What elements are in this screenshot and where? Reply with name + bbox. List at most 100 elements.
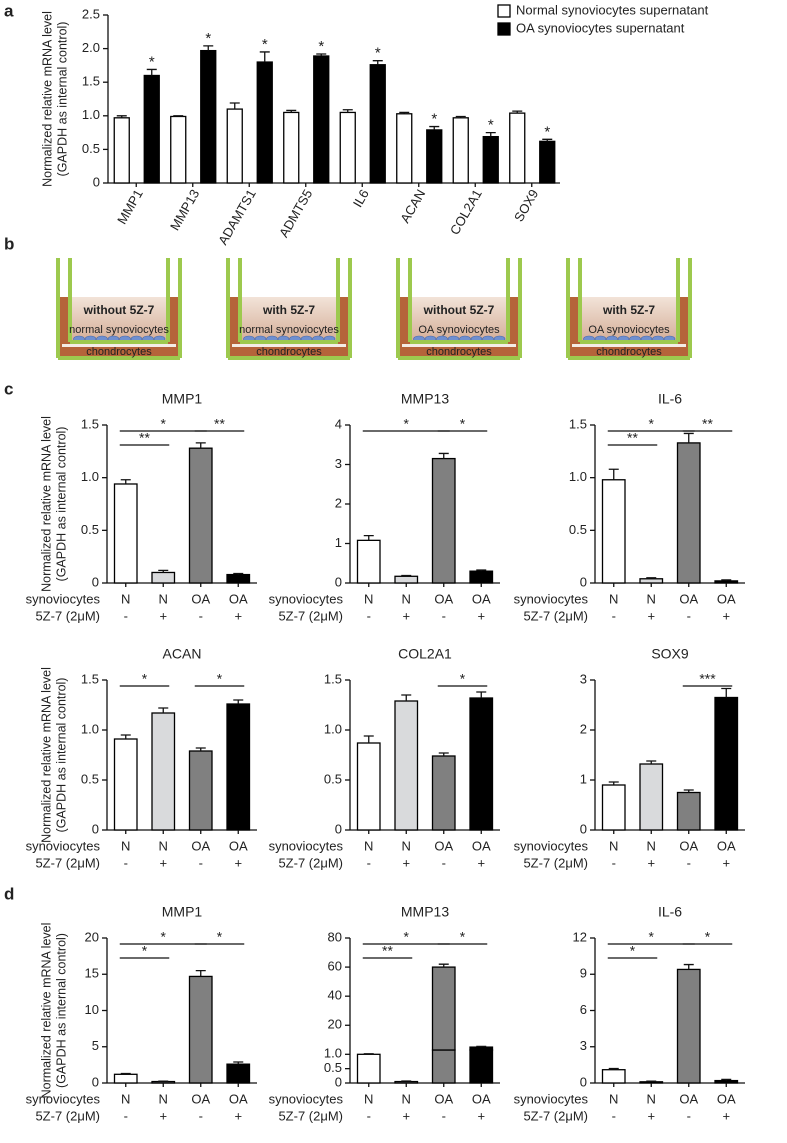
y-tick-label: 20 — [328, 1017, 342, 1032]
treatment-label: - — [199, 1108, 203, 1123]
y-tick-label: 0 — [92, 1074, 99, 1089]
y-tick-label: 15 — [85, 966, 99, 981]
row-label: synoviocytes — [514, 1091, 589, 1106]
error-bar — [608, 781, 619, 785]
error-bar — [259, 51, 270, 63]
chart-title: MMP13 — [401, 391, 449, 407]
y-axis-label: Normalized relative mRNA level — [39, 416, 53, 592]
chondrocyte-layer — [402, 344, 516, 347]
error-bar — [608, 468, 619, 480]
y-tick-label: 2.5 — [82, 6, 100, 21]
x-tick-label: OA — [191, 591, 210, 606]
bar — [369, 64, 386, 184]
panel-label: d — [4, 884, 14, 903]
significance: * — [649, 416, 655, 432]
y-axis-label: Normalized relative mRNA level — [39, 667, 53, 843]
bar — [601, 784, 626, 831]
error-bar — [683, 432, 694, 443]
row-label: 5Z-7 (2μM) — [278, 1108, 343, 1123]
insert-medium — [582, 297, 676, 340]
treatment-label: without 5Z-7 — [83, 303, 155, 317]
significance: * — [460, 416, 466, 432]
bar — [113, 738, 138, 831]
error-bar — [646, 1080, 657, 1082]
y-tick-label: 1.5 — [324, 671, 342, 686]
significance: * — [544, 123, 550, 140]
bar — [394, 700, 419, 831]
treatment-label: + — [402, 1108, 410, 1123]
x-tick-label: N — [159, 591, 168, 606]
y-axis-label: (GAPDH as internal control) — [55, 22, 69, 177]
y-tick-label: 0 — [580, 574, 587, 589]
bar — [431, 457, 456, 584]
error-bar — [195, 442, 206, 449]
chart-title: IL-6 — [658, 391, 682, 407]
synoviocyte-label: OA synoviocytes — [588, 324, 670, 336]
error-bar — [233, 1061, 244, 1065]
chart-title: ACAN — [163, 646, 202, 662]
chart-title: MMP13 — [401, 904, 449, 920]
row-label: 5Z-7 (2μM) — [35, 855, 100, 870]
x-tick-label: N — [647, 1091, 656, 1106]
row-label: synoviocytes — [26, 1091, 101, 1106]
y-tick-label: 1.0 — [569, 469, 587, 484]
x-tick-label: MMP1 — [114, 187, 146, 227]
bar — [188, 975, 213, 1084]
treatment-label: - — [442, 855, 446, 870]
bar — [143, 74, 160, 184]
treatment-label: - — [124, 855, 128, 870]
bar — [601, 1069, 626, 1084]
error-bar — [455, 115, 466, 118]
x-tick-label: COL2A1 — [447, 187, 485, 238]
error-bar — [476, 1045, 487, 1048]
y-tick-label: 80 — [328, 929, 342, 944]
bar — [226, 1063, 251, 1084]
y-tick-label: 0 — [93, 174, 100, 189]
x-tick-label: N — [364, 591, 373, 606]
treatment-label: without 5Z-7 — [423, 303, 495, 317]
error-bar — [120, 734, 131, 739]
treatment-label: + — [722, 855, 730, 870]
significance: * — [142, 943, 148, 959]
error-bar — [429, 125, 440, 130]
x-tick-label: OA — [472, 1091, 491, 1106]
x-tick-label: ADAMTS1 — [215, 187, 259, 248]
error-bar — [512, 110, 523, 114]
panel-label: a — [4, 1, 14, 20]
significance: * — [217, 671, 223, 687]
bar — [509, 112, 526, 184]
y-tick-label: 1.0 — [324, 1046, 342, 1061]
y-tick-label: 3 — [335, 456, 342, 471]
error-bar — [485, 131, 496, 137]
bar — [431, 1049, 456, 1084]
significance: * — [149, 53, 155, 70]
bar — [639, 763, 664, 831]
significance: ** — [139, 430, 150, 446]
x-tick-label: N — [609, 838, 618, 853]
x-tick-label: OA — [717, 1091, 736, 1106]
chart-title: COL2A1 — [398, 646, 452, 662]
x-tick-label: N — [364, 1091, 373, 1106]
error-bar — [721, 1078, 732, 1081]
treatment-label: + — [402, 608, 410, 623]
bar — [601, 479, 626, 584]
chondrocyte-layer — [572, 344, 686, 347]
bar — [356, 539, 381, 584]
bar — [431, 755, 456, 831]
synoviocyte-label: normal synoviocytes — [239, 324, 339, 336]
x-tick-label: OA — [191, 838, 210, 853]
y-tick-label: 12 — [573, 929, 587, 944]
bar — [469, 1046, 494, 1051]
treatment-label: + — [722, 608, 730, 623]
x-tick-label: N — [364, 838, 373, 853]
significance: ** — [382, 943, 393, 959]
x-tick-label: OA — [679, 591, 698, 606]
bar — [256, 61, 273, 184]
significance: * — [318, 38, 324, 55]
error-bar — [195, 969, 206, 977]
y-tick-label: 0 — [580, 821, 587, 836]
significance: * — [142, 671, 148, 687]
treatment-label: - — [124, 1108, 128, 1123]
treatment-label: - — [442, 1108, 446, 1123]
